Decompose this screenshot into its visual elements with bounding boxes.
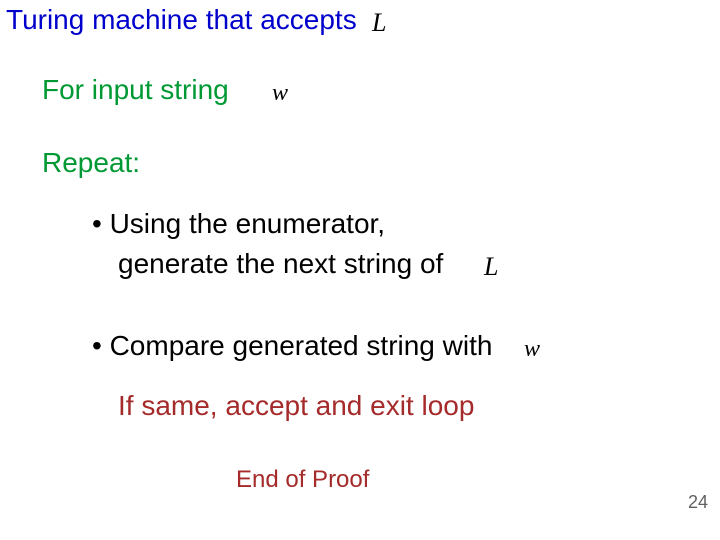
title-text: Turing machine that accepts <box>6 4 357 35</box>
for-input-symbol: w <box>272 80 288 107</box>
bullet1-line1: • Using the enumerator, <box>92 208 385 240</box>
end-of-proof: End of Proof <box>236 466 369 494</box>
bullet1-line2: generate the next string of <box>118 248 443 280</box>
for-input-text: For input string <box>42 74 229 105</box>
repeat-line: Repeat: <box>42 147 140 179</box>
bullet2-line1: • Compare generated string with <box>92 330 492 362</box>
slide: Turing machine that accepts L For input … <box>0 0 720 540</box>
for-input-line: For input string <box>42 74 229 106</box>
bullet1-symbol: L <box>484 252 498 282</box>
bullet2-line2: If same, accept and exit loop <box>118 390 474 422</box>
page-number: 24 <box>688 492 708 513</box>
title-line: Turing machine that accepts <box>6 4 357 36</box>
title-symbol: L <box>372 8 386 38</box>
bullet2-symbol: w <box>524 336 540 363</box>
